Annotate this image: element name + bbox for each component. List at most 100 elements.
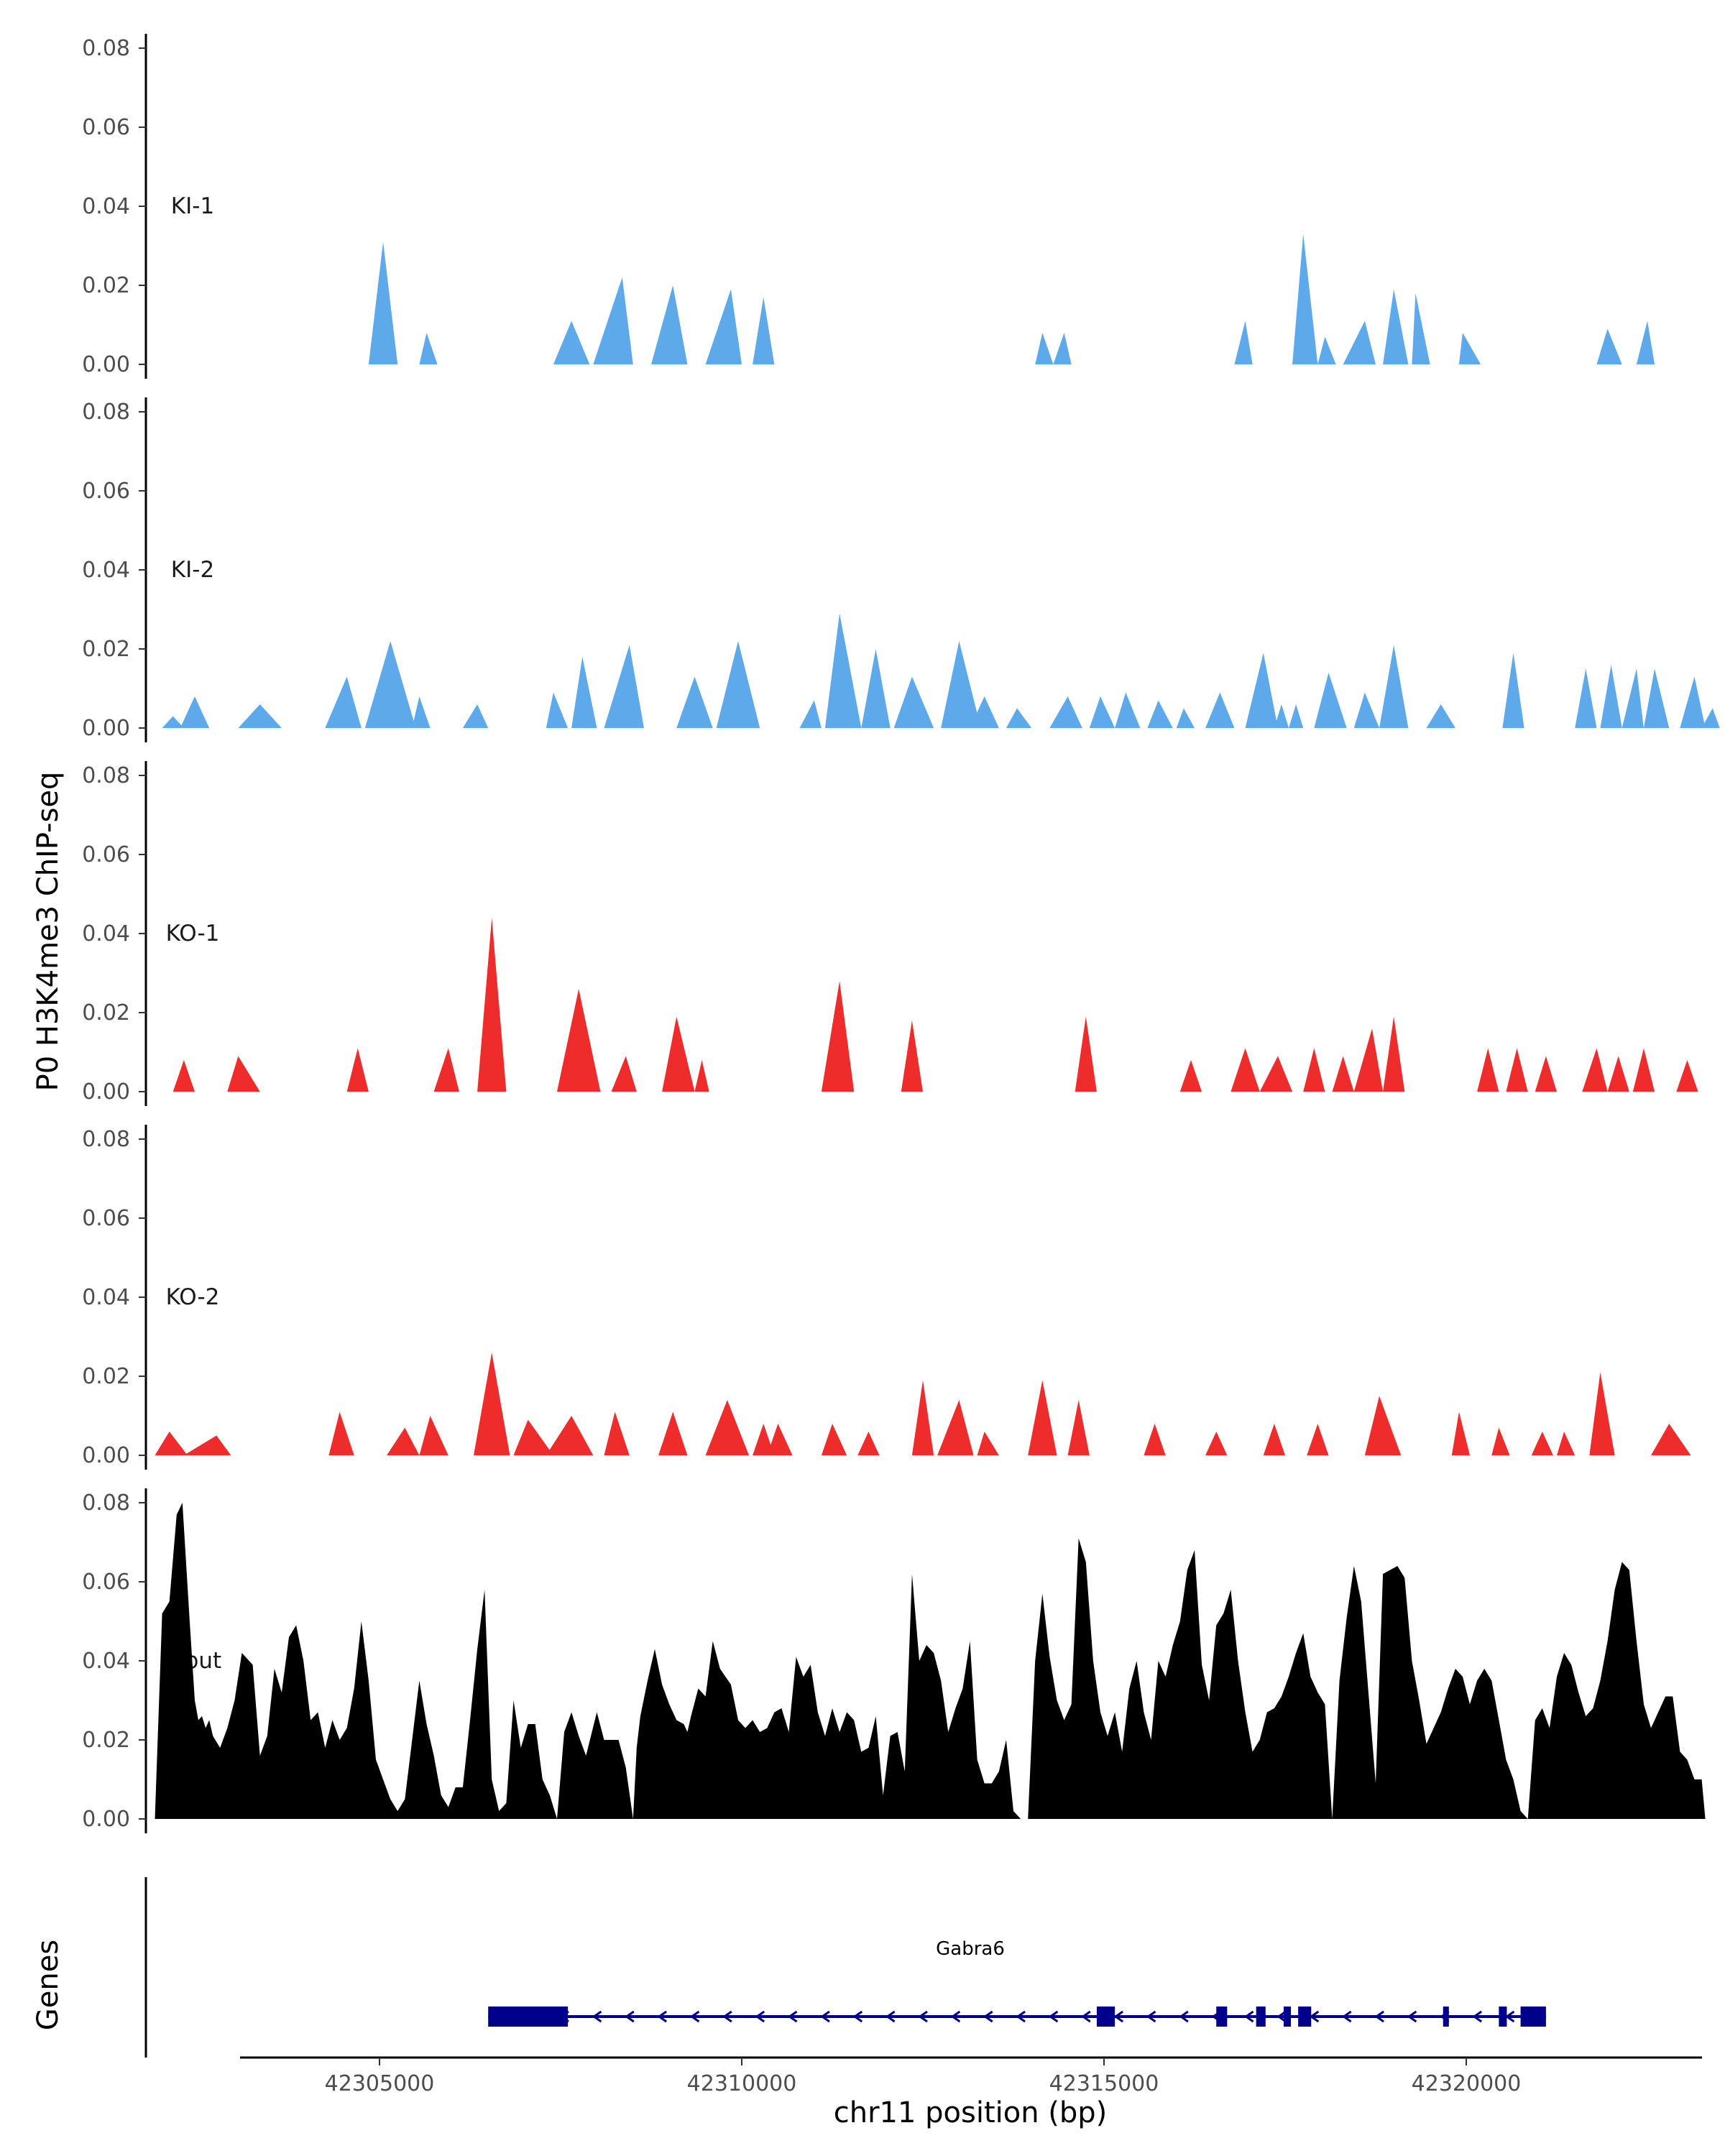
coverage-peak bbox=[1303, 1048, 1325, 1092]
coverage-peak bbox=[1147, 700, 1173, 728]
y-tick-label: 0.08 bbox=[82, 1491, 130, 1516]
coverage-peak bbox=[571, 657, 597, 728]
strand-arrow bbox=[625, 2010, 635, 2023]
coverage-peak bbox=[474, 1353, 510, 1455]
x-tick-label: 42310000 bbox=[687, 2071, 797, 2096]
strand-arrow bbox=[1374, 2010, 1384, 2023]
genes-axis-title: Genes bbox=[32, 1940, 65, 2030]
coverage-peak bbox=[1205, 692, 1235, 728]
coverage-peak bbox=[155, 1432, 188, 1455]
strand-arrow bbox=[1048, 2010, 1059, 2023]
coverage-peak bbox=[604, 645, 644, 728]
coverage-peak bbox=[387, 1427, 420, 1455]
strand-arrow bbox=[1407, 2010, 1417, 2023]
coverage-peak bbox=[1596, 328, 1622, 364]
coverage-peak bbox=[1622, 668, 1644, 728]
track-ko-2: 0.00 0.02 0.04 0.06 0.08 KO-2 bbox=[82, 1125, 1691, 1470]
coverage-peak bbox=[1632, 1048, 1655, 1092]
strand-arrow bbox=[1016, 2010, 1026, 2023]
coverage-area bbox=[155, 1503, 1706, 1819]
coverage-peak bbox=[1179, 1060, 1202, 1092]
y-tick-label: 0.02 bbox=[82, 637, 130, 662]
coverage-peak bbox=[1557, 1432, 1576, 1455]
coverage-peak bbox=[1575, 668, 1597, 728]
coverage-peak bbox=[1028, 1380, 1057, 1455]
strand-arrow bbox=[1146, 2010, 1156, 2023]
coverage-peak bbox=[183, 1435, 231, 1455]
coverage-peak bbox=[1289, 704, 1304, 728]
coverage-peak bbox=[433, 1048, 459, 1092]
coverage-peak bbox=[611, 1056, 637, 1092]
coverage-peak bbox=[593, 277, 633, 364]
coverage-peak bbox=[1383, 1016, 1405, 1092]
coverage-peak bbox=[1245, 653, 1278, 728]
coverage-peak bbox=[1701, 708, 1720, 728]
coverage-peak bbox=[821, 1424, 847, 1455]
gene-exon bbox=[1443, 2007, 1449, 2027]
track-label: KI-2 bbox=[171, 557, 214, 583]
coverage-peak bbox=[1451, 1411, 1471, 1455]
coverage-peak bbox=[477, 918, 507, 1092]
coverage-peak bbox=[1067, 1400, 1090, 1455]
strand-arrow bbox=[689, 2010, 700, 2023]
coverage-peak bbox=[1332, 1056, 1354, 1092]
coverage-peak bbox=[1006, 708, 1032, 728]
y-tick-label: 0.08 bbox=[82, 400, 130, 425]
coverage-peak bbox=[658, 1411, 688, 1455]
coverage-peak bbox=[1115, 692, 1141, 728]
coverage-peak bbox=[1582, 1048, 1608, 1092]
coverage-peak bbox=[1607, 1056, 1629, 1092]
coverage-peak bbox=[1383, 289, 1409, 364]
gene-exon bbox=[1216, 2007, 1228, 2027]
gene-exon bbox=[488, 2007, 569, 2027]
coverage-peak bbox=[1531, 1432, 1553, 1455]
coverage-peak bbox=[1274, 704, 1289, 728]
track-ko-1: 0.00 0.02 0.04 0.06 0.08 KO-1 bbox=[82, 761, 1698, 1106]
coverage-peak bbox=[977, 1432, 999, 1455]
coverage-peak bbox=[1458, 333, 1481, 364]
track-label: KI-1 bbox=[171, 193, 214, 219]
coverage-peak bbox=[1035, 333, 1054, 364]
coverage-peak bbox=[513, 1419, 553, 1455]
coverage-peak bbox=[861, 649, 891, 728]
strand-arrow bbox=[918, 2010, 928, 2023]
coverage-peak bbox=[893, 676, 934, 728]
y-tick-label: 0.00 bbox=[82, 1807, 130, 1832]
strand-arrow bbox=[886, 2010, 896, 2023]
strand-arrow bbox=[1113, 2010, 1124, 2023]
strand-arrow bbox=[1504, 2010, 1515, 2023]
coverage-peak bbox=[1089, 696, 1116, 728]
y-tick-label: 0.04 bbox=[82, 1649, 130, 1674]
coverage-peak bbox=[1075, 1016, 1097, 1092]
gene-exon bbox=[1256, 2007, 1266, 2027]
y-tick-label: 0.04 bbox=[82, 558, 130, 583]
y-tick-label: 0.04 bbox=[82, 921, 130, 946]
strand-arrow bbox=[1243, 2010, 1254, 2023]
track-ki-1: 0.00 0.02 0.04 0.06 0.08 KI-1 bbox=[82, 34, 1655, 379]
y-tick-label: 0.08 bbox=[82, 1127, 130, 1152]
strand-arrow bbox=[1342, 2010, 1352, 2023]
coverage-peak bbox=[419, 333, 438, 364]
coverage-peak bbox=[1600, 665, 1622, 728]
y-tick-label: 0.04 bbox=[82, 194, 130, 219]
coverage-peak bbox=[419, 1416, 448, 1455]
coverage-peak bbox=[553, 321, 590, 364]
coverage-peak bbox=[364, 641, 416, 728]
strand-arrow bbox=[722, 2010, 732, 2023]
coverage-peak bbox=[1502, 653, 1524, 728]
coverage-peak bbox=[1292, 234, 1318, 364]
coverage-peak bbox=[546, 1416, 594, 1455]
y-tick-label: 0.02 bbox=[82, 273, 130, 298]
coverage-peak bbox=[651, 285, 688, 364]
y-tick-label: 0.02 bbox=[82, 1728, 130, 1753]
coverage-peak bbox=[1491, 1427, 1510, 1455]
coverage-peak bbox=[767, 1424, 793, 1455]
y-axis-title: P0 H3K4me3 ChIP-seq bbox=[32, 772, 65, 1092]
coverage-peak bbox=[162, 716, 184, 728]
coverage-peak bbox=[857, 1432, 880, 1455]
coverage-peak bbox=[1234, 321, 1253, 364]
coverage-peak bbox=[227, 1056, 260, 1092]
coverage-peak bbox=[705, 289, 742, 364]
coverage-peak bbox=[1049, 696, 1082, 728]
y-tick-label: 0.02 bbox=[82, 1364, 130, 1389]
